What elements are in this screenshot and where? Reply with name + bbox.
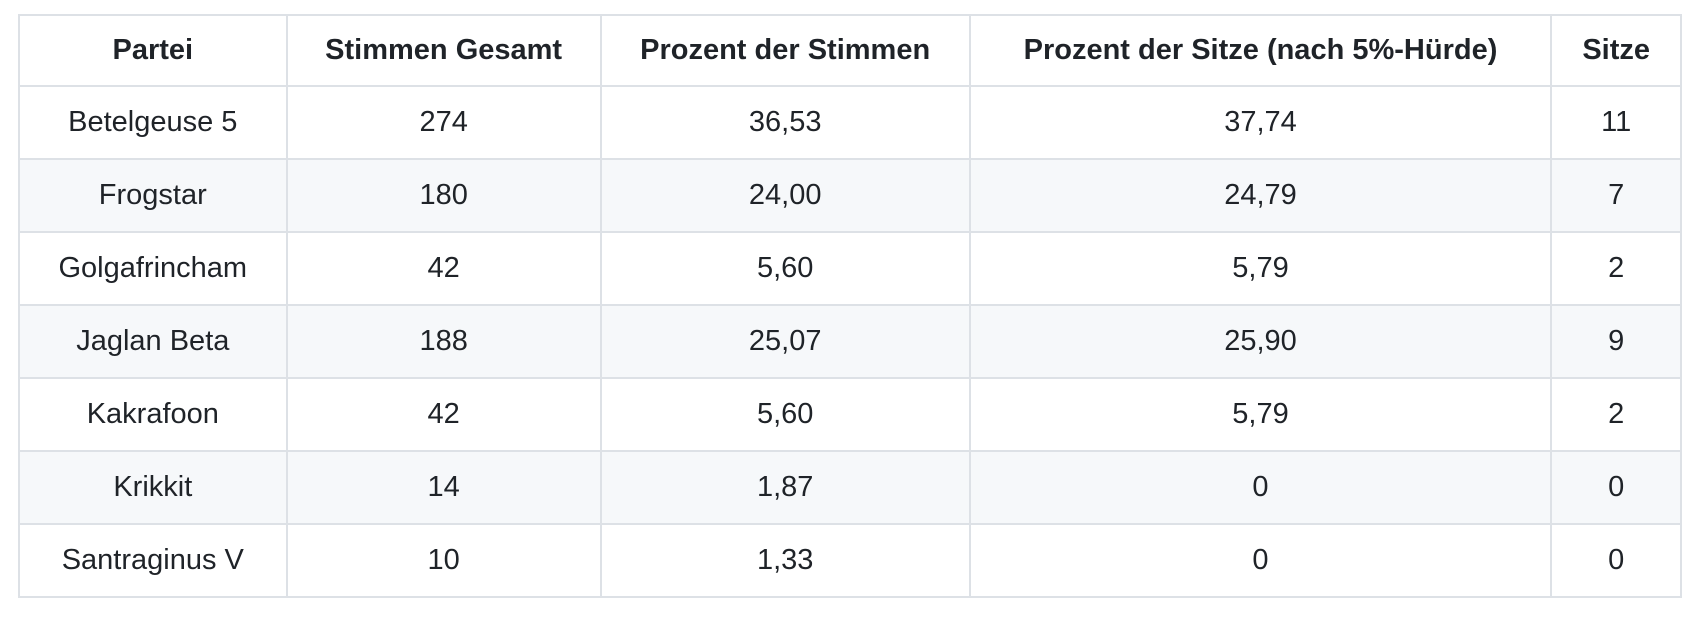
cell-prozent-sitze: 5,79: [968, 377, 1553, 452]
table-row: Kakrafoon 42 5,60 5,79 2: [18, 377, 1682, 452]
cell-prozent-sitze: 0: [968, 450, 1553, 525]
table-row: Santraginus V 10 1,33 0 0: [18, 523, 1682, 598]
cell-prozent-stimmen: 1,87: [599, 450, 971, 525]
table-row: Frogstar 180 24,00 24,79 7: [18, 158, 1682, 233]
election-results-table: Partei Stimmen Gesamt Prozent der Stimme…: [18, 14, 1682, 598]
cell-stimmen-gesamt: 42: [285, 377, 602, 452]
cell-sitze: 0: [1550, 523, 1682, 598]
table-row: Jaglan Beta 188 25,07 25,90 9: [18, 304, 1682, 379]
cell-stimmen-gesamt: 42: [285, 231, 602, 306]
header-cell-sitze: Sitze: [1550, 14, 1682, 87]
cell-sitze: 2: [1550, 231, 1682, 306]
cell-prozent-stimmen: 24,00: [599, 158, 971, 233]
cell-partei: Krikkit: [18, 450, 288, 525]
cell-sitze: 2: [1550, 377, 1682, 452]
cell-prozent-sitze: 25,90: [968, 304, 1553, 379]
table-row: Golgafrincham 42 5,60 5,79 2: [18, 231, 1682, 306]
cell-prozent-sitze: 24,79: [968, 158, 1553, 233]
header-cell-stimmen-gesamt: Stimmen Gesamt: [285, 14, 602, 87]
table-row: Betelgeuse 5 274 36,53 37,74 11: [18, 85, 1682, 160]
header-cell-prozent-stimmen: Prozent der Stimmen: [599, 14, 971, 87]
table-row: Krikkit 14 1,87 0 0: [18, 450, 1682, 525]
cell-sitze: 9: [1550, 304, 1682, 379]
cell-prozent-stimmen: 1,33: [599, 523, 971, 598]
header-cell-prozent-sitze: Prozent der Sitze (nach 5%-Hürde): [968, 14, 1553, 87]
table-body: Betelgeuse 5 274 36,53 37,74 11 Frogstar…: [18, 85, 1682, 598]
cell-sitze: 0: [1550, 450, 1682, 525]
cell-prozent-sitze: 0: [968, 523, 1553, 598]
results-table-container: Partei Stimmen Gesamt Prozent der Stimme…: [18, 14, 1682, 598]
cell-stimmen-gesamt: 188: [285, 304, 602, 379]
cell-partei: Betelgeuse 5: [18, 85, 288, 160]
table-header: Partei Stimmen Gesamt Prozent der Stimme…: [18, 14, 1682, 87]
cell-stimmen-gesamt: 14: [285, 450, 602, 525]
cell-prozent-stimmen: 36,53: [599, 85, 971, 160]
cell-stimmen-gesamt: 10: [285, 523, 602, 598]
cell-partei: Frogstar: [18, 158, 288, 233]
cell-prozent-sitze: 37,74: [968, 85, 1553, 160]
cell-prozent-sitze: 5,79: [968, 231, 1553, 306]
cell-prozent-stimmen: 25,07: [599, 304, 971, 379]
cell-sitze: 7: [1550, 158, 1682, 233]
cell-stimmen-gesamt: 274: [285, 85, 602, 160]
cell-prozent-stimmen: 5,60: [599, 231, 971, 306]
header-row: Partei Stimmen Gesamt Prozent der Stimme…: [18, 14, 1682, 87]
header-cell-partei: Partei: [18, 14, 288, 87]
cell-partei: Jaglan Beta: [18, 304, 288, 379]
cell-prozent-stimmen: 5,60: [599, 377, 971, 452]
cell-sitze: 11: [1550, 85, 1682, 160]
cell-partei: Golgafrincham: [18, 231, 288, 306]
cell-stimmen-gesamt: 180: [285, 158, 602, 233]
cell-partei: Kakrafoon: [18, 377, 288, 452]
cell-partei: Santraginus V: [18, 523, 288, 598]
